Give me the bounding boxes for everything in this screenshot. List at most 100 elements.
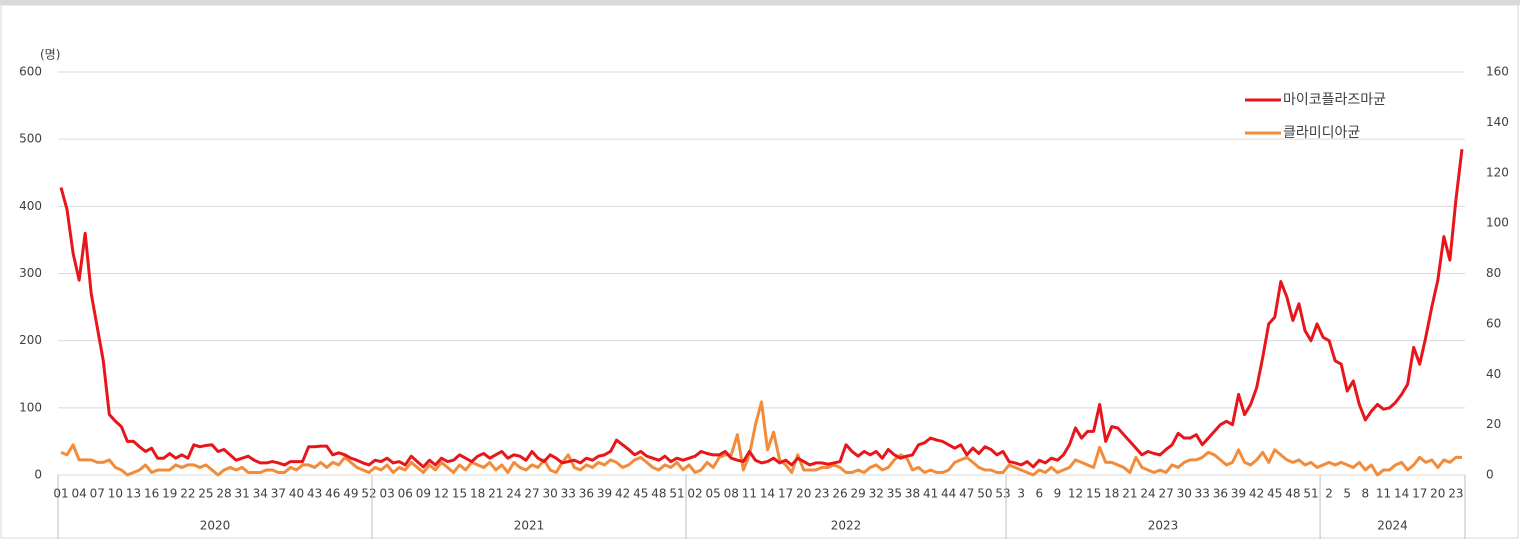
x-tick-label: 35 [887,487,902,501]
x-tick-label: 48 [1285,487,1300,501]
x-tick-label: 13 [126,487,141,501]
x-tick-label: 11 [742,487,757,501]
x-tick-label: 18 [470,487,485,501]
x-tick-label: 38 [905,487,920,501]
x-tick-label: 19 [162,487,177,501]
x-tick-label: 03 [379,487,394,501]
x-tick-label: 01 [53,487,68,501]
x-tick-label: 08 [724,487,739,501]
x-tick-label: 11 [1376,487,1391,501]
x-tick-label: 18 [1104,487,1119,501]
y2-tick-label: 100 [1486,216,1509,230]
x-tick-label: 21 [488,487,503,501]
y-tick-label: 100 [19,400,42,414]
x-tick-label: 43 [307,487,322,501]
x-tick-label: 12 [1068,487,1083,501]
x-tick-label: 41 [923,487,938,501]
y2-tick-label: 140 [1486,115,1509,129]
x-tick-label: 47 [959,487,974,501]
legend-label: 마이코플라즈마균 [1283,92,1386,108]
x-tick-label: 42 [615,487,630,501]
x-tick-label: 07 [90,487,105,501]
x-tick-label: 21 [1122,487,1137,501]
x-tick-label: 37 [271,487,286,501]
x-tick-label: 29 [850,487,865,501]
x-tick-label: 48 [651,487,666,501]
x-tick-label: 5 [1343,487,1351,501]
x-tick-label: 30 [1177,487,1192,501]
x-tick-label: 09 [416,487,431,501]
x-tick-label: 45 [633,487,648,501]
x-tick-label: 31 [235,487,250,501]
x-tick-label: 40 [289,487,304,501]
x-tick-label: 34 [253,487,268,501]
x-tick-label: 15 [1086,487,1101,501]
x-tick-label: 23 [1448,487,1463,501]
year-label: 2021 [514,519,545,533]
x-tick-label: 3 [1017,487,1025,501]
top-band [0,0,1520,5]
x-tick-label: 17 [778,487,793,501]
y2-tick-label: 40 [1486,367,1501,381]
x-tick-label: 20 [1430,487,1445,501]
y2-tick-label: 20 [1486,417,1501,431]
year-label: 2020 [200,519,231,533]
x-tick-label: 33 [561,487,576,501]
y-tick-label: 500 [19,132,42,146]
year-label: 2024 [1377,519,1408,533]
x-tick-label: 44 [941,487,956,501]
x-tick-label: 6 [1035,487,1043,501]
x-tick-label: 51 [669,487,684,501]
x-tick-label: 24 [506,487,521,501]
x-tick-label: 50 [977,487,992,501]
x-tick-label: 9 [1054,487,1062,501]
x-tick-label: 15 [452,487,467,501]
x-tick-label: 39 [597,487,612,501]
x-tick-label: 39 [1231,487,1246,501]
x-tick-label: 28 [216,487,231,501]
series-line [60,400,1462,477]
x-tick-label: 14 [1394,487,1409,501]
x-tick-label: 46 [325,487,340,501]
x-tick-label: 36 [579,487,594,501]
x-tick-label: 26 [832,487,847,501]
year-label: 2022 [831,519,862,533]
frame [0,4,1519,539]
x-tick-label: 27 [1158,487,1173,501]
y-axis-label: (명) [40,48,60,62]
x-tick-label: 10 [108,487,123,501]
x-tick-label: 2 [1325,487,1333,501]
y-tick-label: 0 [34,468,42,482]
x-tick-label: 51 [1303,487,1318,501]
x-tick-label: 45 [1267,487,1282,501]
x-tick-label: 04 [71,487,86,501]
x-tick-label: 27 [524,487,539,501]
y2-tick-label: 120 [1486,165,1509,179]
x-tick-label: 12 [434,487,449,501]
x-tick-label: 05 [706,487,721,501]
x-tick-label: 49 [343,487,358,501]
x-tick-label: 53 [995,487,1010,501]
x-tick-label: 02 [687,487,702,501]
year-label: 2023 [1148,519,1179,533]
x-tick-label: 24 [1140,487,1155,501]
y2-tick-label: 60 [1486,316,1501,330]
x-tick-label: 36 [1213,487,1228,501]
x-tick-label: 17 [1412,487,1427,501]
x-tick-label: 52 [361,487,376,501]
y-tick-label: 300 [19,266,42,280]
x-tick-label: 42 [1249,487,1264,501]
x-tick-label: 33 [1195,487,1210,501]
x-tick-label: 22 [180,487,195,501]
x-tick-label: 32 [869,487,884,501]
y2-tick-label: 80 [1486,266,1501,280]
x-tick-label: 20 [796,487,811,501]
x-tick-label: 8 [1362,487,1370,501]
y2-tick-label: 0 [1486,468,1494,482]
x-tick-label: 06 [398,487,413,501]
x-tick-label: 25 [198,487,213,501]
series-line [59,149,1464,469]
y-tick-label: 600 [19,65,42,79]
y2-tick-label: 160 [1486,65,1509,79]
